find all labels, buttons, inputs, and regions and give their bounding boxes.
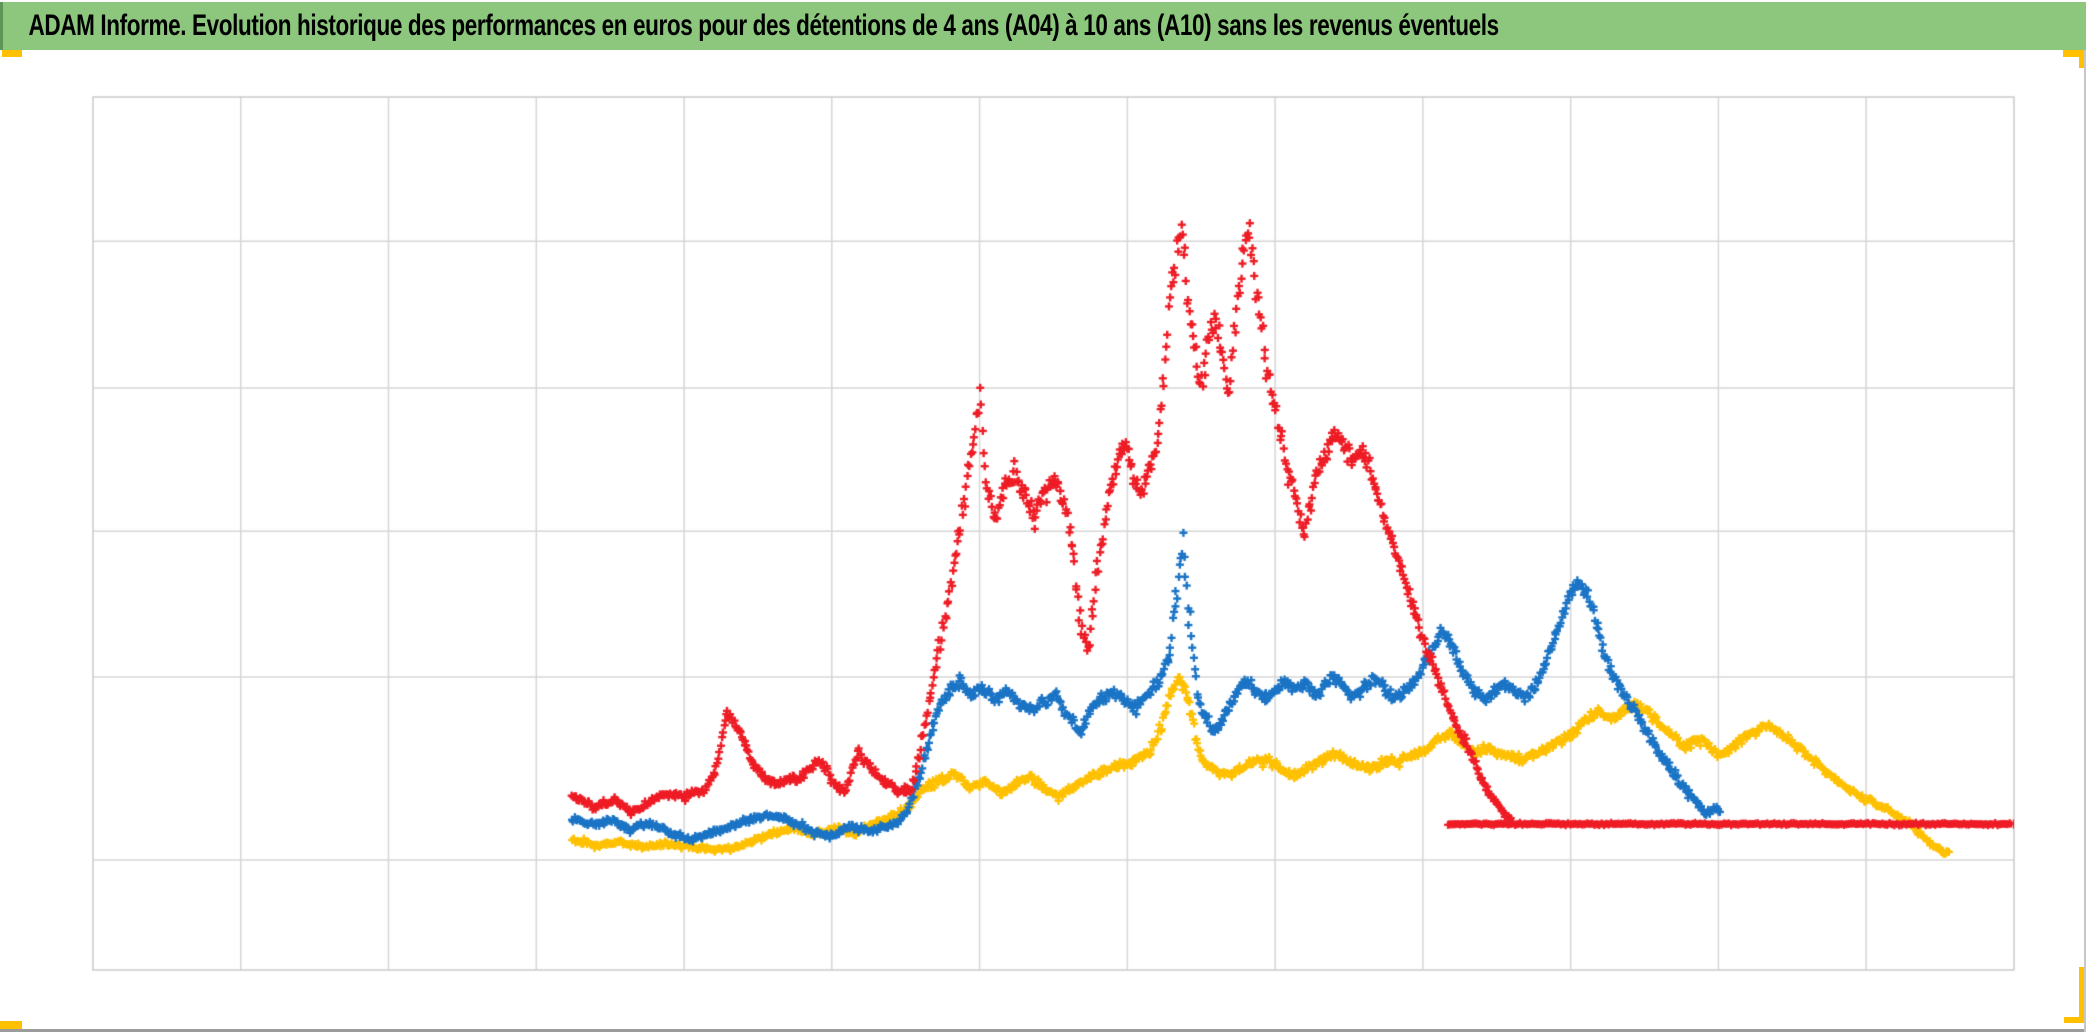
page-right-rule <box>2084 50 2086 1032</box>
corner-marker-bottom-right-h <box>2064 1017 2086 1023</box>
corner-marker-top-right-v <box>2079 50 2086 68</box>
page-bottom-rule <box>0 1029 2086 1032</box>
corner-marker-top-right-h <box>2063 50 2086 57</box>
corner-marker-bottom-right-v <box>2079 967 2086 1023</box>
corner-marker-bottom-left <box>0 1021 22 1030</box>
corner-marker-top-left <box>2 50 22 57</box>
